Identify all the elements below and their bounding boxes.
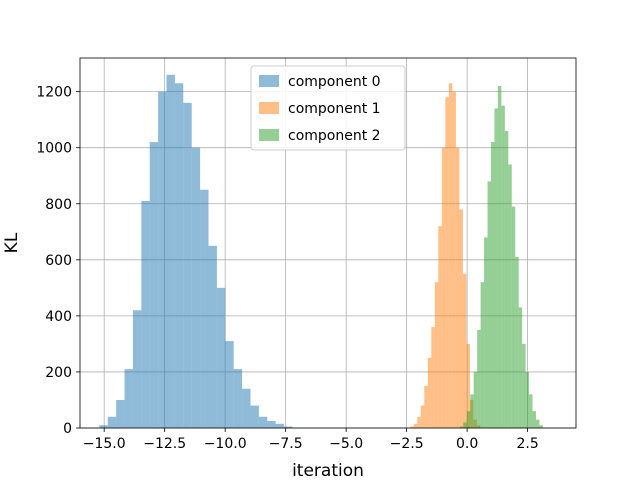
histogram-bar [522,343,526,428]
y-tick-label: 800 [45,197,72,213]
histogram-bar [448,83,453,429]
legend-swatch [259,75,279,87]
y-tick-label: 0 [63,421,72,437]
y-tick-label: 200 [45,365,72,381]
histogram-bar [466,343,470,428]
histogram-bar [174,83,184,429]
histogram-bar [225,341,234,428]
y-axis-label: KL [2,232,22,253]
histogram-bar [529,394,533,428]
histogram-bar [445,97,449,428]
y-tick-label: 1000 [36,141,72,157]
legend-label: component 0 [288,74,381,90]
y-tick-label: 400 [45,309,72,325]
y-axis-ticks: 0 200 400 600 800 1000 1200 [36,85,80,437]
histogram-bar [431,327,435,428]
histogram-bar [284,426,293,428]
legend-box [250,65,406,151]
histogram-bar [183,102,192,429]
legend-label: component 2 [288,128,381,144]
histogram-bar [525,371,530,428]
histogram-bar [504,130,509,428]
histogram-bar [434,282,439,428]
y-tick-label: 1200 [36,85,72,101]
histogram-bar [511,206,516,428]
histogram-bar [508,164,512,429]
histogram-bar [191,147,201,429]
histogram-bar [242,388,251,428]
histogram-bar [463,422,467,428]
plot-frame [79,57,577,429]
histogram-bar [132,310,142,428]
histogram-bar [258,416,268,428]
histogram-bar [484,237,488,428]
histogram-bar [438,226,442,428]
x-axis-ticks: −15.0 −12.5 −10.0 −7.5 −5.0 −2.5 0.0 2.5 [83,428,539,452]
histogram-bar [116,399,125,428]
series-1-bars [410,83,481,429]
x-tick-label: −10.0 [204,436,247,452]
histogram-bar [233,369,243,428]
histogram-bar [107,416,117,428]
legend-swatch [259,102,279,114]
histogram-bar [413,423,418,428]
histogram-bar [441,147,446,429]
histogram-bar [417,416,421,428]
histogram-bar [208,245,217,428]
histogram-bar [459,209,463,428]
histogram-bar [141,200,150,428]
histogram-bar [501,105,505,428]
histogram-bar [539,425,543,428]
histogram-bar [275,423,285,428]
histogram-bar [124,369,133,428]
histogram-bar [427,357,432,428]
histogram-bar [466,411,471,428]
histogram-bar [535,419,540,428]
series-2-bars [459,86,543,429]
x-tick-label: −12.5 [143,436,186,452]
legend-label: component 1 [288,101,381,117]
histogram-bar [480,282,485,428]
histogram-bar [99,425,108,428]
histogram-bar [424,385,428,428]
histogram-bars [99,74,543,429]
histogram-bar [267,420,276,428]
histogram-bar [477,329,481,428]
histogram-bar [518,307,523,428]
histogram-bar [158,91,167,429]
histogram-bar [491,142,495,428]
x-axis-label: iteration [292,461,364,480]
y-tick-label: 600 [45,253,72,269]
histogram-bar [487,181,492,428]
x-tick-label: −2.5 [390,436,424,452]
histogram-bar [515,257,519,428]
histogram-bar [216,287,226,428]
histogram-bar [494,108,498,429]
legend-swatch [259,129,279,141]
histogram-bar [462,273,467,428]
x-tick-label: −7.5 [269,436,303,452]
histogram-bar [200,189,209,428]
histogram-bar [459,426,464,428]
x-tick-label: 2.5 [516,436,538,452]
x-tick-label: 0.0 [456,436,478,452]
histogram-bar [452,91,456,429]
x-tick-label: −15.0 [83,436,126,452]
histogram-bar [455,147,460,429]
histogram-bar [420,405,425,428]
x-tick-label: −5.0 [329,436,363,452]
histogram-bar [410,426,414,428]
histogram-bar [149,142,159,428]
histogram-bar [470,394,474,428]
histogram-bar [473,371,478,428]
histogram-bar [250,405,259,428]
series-0-bars [99,74,293,429]
histogram-bar [497,86,502,428]
histogram-bar [166,74,175,429]
histogram-bar [532,411,536,428]
legend: component 0 component 1 component 2 [250,65,406,151]
